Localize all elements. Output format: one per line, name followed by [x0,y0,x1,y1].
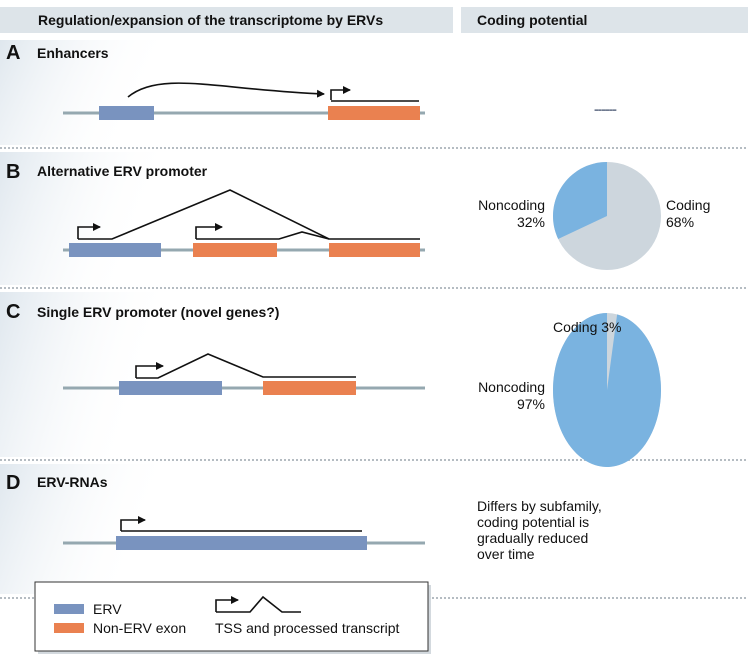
pie-c-noncoding-pct: 97% [517,396,545,412]
section-d-title: ERV-RNAs [37,474,108,490]
header-left-bar [0,7,453,33]
erv-block [99,106,154,120]
legend-erv-swatch [54,604,84,614]
tss-arrow-icon [120,516,146,531]
legend-transcript-icon [216,595,301,613]
legend-tss-label: TSS and processed transcript [215,620,400,636]
section-background [0,464,160,594]
exon-block [193,243,277,257]
legend-exon-swatch [54,623,84,633]
pie-b-noncoding-pct: 32% [517,214,545,230]
tss-arrow-icon [135,362,164,378]
spliced-transcript [136,353,356,379]
pie-b-coding-label: Coding [666,197,710,213]
section-background [0,152,160,285]
legend-tss-icon [215,596,239,612]
legend-exon-label: Non-ERV exon [93,620,186,636]
pie-slice-noncoding [553,313,662,468]
section-b-letter: B [6,161,20,183]
note-line: gradually reduced [477,530,588,546]
section-d-letter: D [6,472,20,494]
section-a-letter: A [6,42,20,64]
header-right: Coding potential [477,12,587,28]
legend-erv-label: ERV [93,601,122,617]
note-line: Differs by subfamily, [477,498,602,514]
section-a-title: Enhancers [37,45,109,61]
pie-c-noncoding-label: Noncoding [478,379,545,395]
erv-block [69,243,161,257]
pie-slice-noncoding [552,162,607,239]
pie-c-coding-label: Coding 3% [553,319,622,335]
pie-chart-c [553,313,662,468]
legend-box [34,581,429,652]
header-right-bar [461,7,748,33]
pie-b-noncoding-label: Noncoding [478,197,545,213]
erv-block [116,536,367,550]
section-background [0,292,160,457]
tss-arrow-icon [77,223,101,239]
spliced-transcript [78,189,420,240]
tss-arrow-icon [195,223,223,239]
exon-block [328,106,420,120]
erv-block [119,381,222,395]
note-line: over time [477,546,535,562]
exon-block [263,381,356,395]
tss-arrow-icon [330,86,351,100]
enhancer-arc-arrow [127,82,325,98]
pie-b-coding-pct: 68% [666,214,694,230]
header-left: Regulation/expansion of the transcriptom… [38,12,383,28]
spliced-transcript [196,231,330,240]
section-b-title: Alternative ERV promoter [37,163,208,179]
section-c-letter: C [6,301,20,323]
coding-potential-none: ------ [594,101,617,117]
note-line: coding potential is [477,514,589,530]
pie-chart-b [552,162,661,270]
exon-block [329,243,420,257]
section-c-title: Single ERV promoter (novel genes?) [37,304,279,320]
